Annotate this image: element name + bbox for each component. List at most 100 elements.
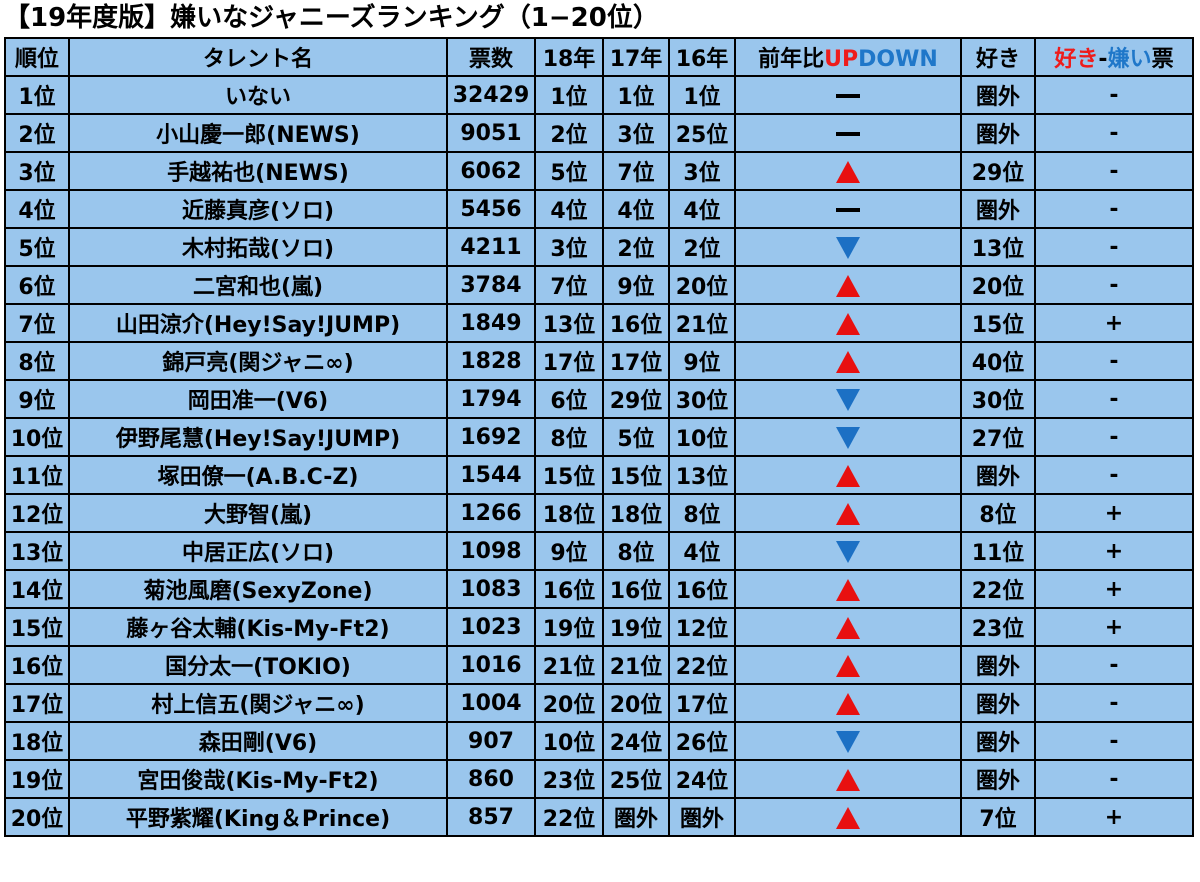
table-row: 4位 近藤真彦(ソロ) 5456 4位 4位 4位 圏外 - <box>4 189 1194 229</box>
up-triangle-icon <box>836 692 860 715</box>
cell-18: 21位 <box>534 645 604 685</box>
cell-votes: 1016 <box>446 645 536 685</box>
cell-like: 20位 <box>960 265 1036 305</box>
cell-16: 4位 <box>668 189 736 229</box>
table-row: 9位 岡田准一(V6) 1794 6位 29位 30位 30位 - <box>4 379 1194 419</box>
cell-change <box>734 721 962 761</box>
cell-16: 30位 <box>668 379 736 419</box>
cell-rank: 17位 <box>4 683 70 723</box>
cell-votes: 857 <box>446 797 536 837</box>
cell-name: 錦戸亮(関ジャニ∞) <box>68 341 448 381</box>
cell-18: 3位 <box>534 227 604 267</box>
down-triangle-icon <box>836 730 860 753</box>
cell-votes: 1794 <box>446 379 536 419</box>
cell-17: 9位 <box>602 265 670 305</box>
cell-diff: + <box>1034 303 1194 343</box>
cell-change <box>734 341 962 381</box>
cell-rank: 1位 <box>4 75 70 115</box>
cell-diff: + <box>1034 607 1194 647</box>
cell-17: 21位 <box>602 645 670 685</box>
cell-17: 16位 <box>602 569 670 609</box>
cell-name: 小山慶一郎(NEWS) <box>68 113 448 153</box>
down-triangle-icon <box>836 426 860 449</box>
cell-diff: - <box>1034 455 1194 495</box>
cell-16: 12位 <box>668 607 736 647</box>
cell-like: 27位 <box>960 417 1036 457</box>
cell-16: 22位 <box>668 645 736 685</box>
cell-rank: 18位 <box>4 721 70 761</box>
cell-diff: - <box>1034 417 1194 457</box>
cell-change <box>734 113 962 153</box>
down-triangle-icon <box>836 236 860 259</box>
down-triangle-icon <box>836 388 860 411</box>
cell-name: 二宮和也(嵐) <box>68 265 448 305</box>
cell-votes: 1004 <box>446 683 536 723</box>
cell-like: 15位 <box>960 303 1036 343</box>
table-body: 1位 いない 32429 1位 1位 1位 圏外 -2位 小山慶一郎(NEWS) 9051 2位 3位… <box>4 75 1194 837</box>
cell-rank: 6位 <box>4 265 70 305</box>
cell-rank: 14位 <box>4 569 70 609</box>
table-row: 7位 山田涼介(Hey!Say!JUMP) 1849 13位 16位 21位 15位 + <box>4 303 1194 343</box>
cell-diff: + <box>1034 531 1194 571</box>
cell-like: 圏外 <box>960 683 1036 723</box>
cell-like: 23位 <box>960 607 1036 647</box>
cell-17: 3位 <box>602 113 670 153</box>
cell-like: 圏外 <box>960 721 1036 761</box>
cell-like: 圏外 <box>960 759 1036 799</box>
cell-name: 菊池風磨(SexyZone) <box>68 569 448 609</box>
cell-16: 21位 <box>668 303 736 343</box>
cell-name: 藤ヶ谷太輔(Kis-My-Ft2) <box>68 607 448 647</box>
cell-18: 6位 <box>534 379 604 419</box>
table-row: 2位 小山慶一郎(NEWS) 9051 2位 3位 25位 圏外 - <box>4 113 1194 153</box>
cell-rank: 20位 <box>4 797 70 837</box>
cell-18: 10位 <box>534 721 604 761</box>
cell-votes: 1266 <box>446 493 536 533</box>
header-18: 18年 <box>534 37 604 77</box>
cell-change <box>734 797 962 837</box>
table-row: 16位 国分太一(TOKIO) 1016 21位 21位 22位 圏外 - <box>4 645 1194 685</box>
cell-diff: - <box>1034 189 1194 229</box>
header-diff-like: 好き <box>1054 47 1099 72</box>
cell-votes: 1544 <box>446 455 536 495</box>
header-diff-dislike: 嫌い <box>1107 47 1152 72</box>
cell-18: 23位 <box>534 759 604 799</box>
cell-17: 2位 <box>602 227 670 267</box>
cell-like: 40位 <box>960 341 1036 381</box>
cell-18: 22位 <box>534 797 604 837</box>
cell-name: 大野智(嵐) <box>68 493 448 533</box>
cell-rank: 8位 <box>4 341 70 381</box>
cell-17: 4位 <box>602 189 670 229</box>
cell-16: 4位 <box>668 531 736 571</box>
cell-16: 1位 <box>668 75 736 115</box>
table-row: 12位 大野智(嵐) 1266 18位 18位 8位 8位 + <box>4 493 1194 533</box>
cell-16: 8位 <box>668 493 736 533</box>
cell-votes: 1849 <box>446 303 536 343</box>
cell-like: 圏外 <box>960 189 1036 229</box>
cell-18: 2位 <box>534 113 604 153</box>
cell-17: 7位 <box>602 151 670 191</box>
cell-change <box>734 417 962 457</box>
cell-16: 26位 <box>668 721 736 761</box>
table-row: 18位 森田剛(V6) 907 10位 24位 26位 圏外 - <box>4 721 1194 761</box>
cell-diff: + <box>1034 797 1194 837</box>
cell-change <box>734 189 962 229</box>
cell-like: 30位 <box>960 379 1036 419</box>
cell-change <box>734 227 962 267</box>
table-row: 8位 錦戸亮(関ジャニ∞) 1828 17位 17位 9位 40位 - <box>4 341 1194 381</box>
cell-18: 5位 <box>534 151 604 191</box>
cell-name: いない <box>68 75 448 115</box>
cell-name: 木村拓哉(ソロ) <box>68 227 448 267</box>
header-diff-sep: - <box>1098 47 1108 72</box>
cell-like: 13位 <box>960 227 1036 267</box>
table-row: 17位 村上信五(関ジャニ∞) 1004 20位 20位 17位 圏外 - <box>4 683 1194 723</box>
cell-change <box>734 759 962 799</box>
cell-like: 圏外 <box>960 113 1036 153</box>
cell-16: 3位 <box>668 151 736 191</box>
header-16: 16年 <box>668 37 736 77</box>
cell-name: 中居正広(ソロ) <box>68 531 448 571</box>
up-triangle-icon <box>836 312 860 335</box>
cell-diff: - <box>1034 113 1194 153</box>
header-change-up: UP <box>824 47 859 72</box>
cell-change <box>734 493 962 533</box>
cell-rank: 16位 <box>4 645 70 685</box>
